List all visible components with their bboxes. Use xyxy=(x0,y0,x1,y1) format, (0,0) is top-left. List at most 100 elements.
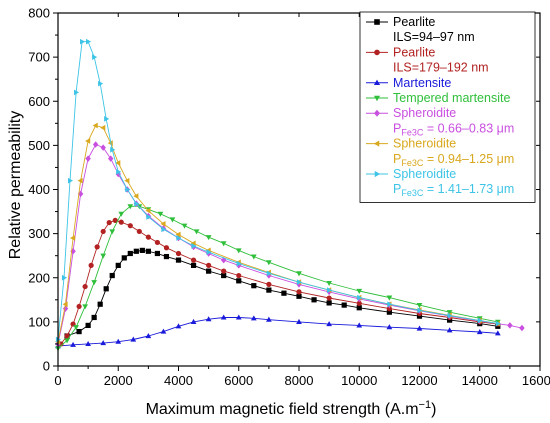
data-point xyxy=(134,200,140,207)
data-point xyxy=(416,303,423,309)
data-point xyxy=(88,262,94,268)
data-point xyxy=(125,186,131,193)
data-point xyxy=(127,204,134,210)
data-point xyxy=(82,304,88,310)
data-point xyxy=(175,323,182,329)
data-point xyxy=(495,320,501,327)
data-point xyxy=(206,249,212,256)
data-point xyxy=(139,247,145,253)
data-point xyxy=(100,253,107,259)
data-point xyxy=(447,317,453,323)
y-tick-label: 800 xyxy=(28,6,50,21)
data-point xyxy=(85,340,91,347)
data-point xyxy=(356,288,363,294)
data-point xyxy=(91,280,98,286)
legend-sublabel: PFe3C = 0.66–0.83 μm xyxy=(393,121,514,137)
data-point xyxy=(115,170,121,178)
data-point xyxy=(193,229,200,235)
data-point xyxy=(296,293,302,299)
y-tick-label: 500 xyxy=(28,138,50,153)
data-point xyxy=(206,268,212,274)
series-7 xyxy=(55,38,501,343)
data-point xyxy=(416,325,423,331)
data-point xyxy=(116,168,122,175)
x-tick-label: 6000 xyxy=(224,373,253,388)
data-point xyxy=(109,272,115,279)
data-point xyxy=(160,221,166,227)
data-point xyxy=(115,262,121,268)
y-axis-label: Relative permeability xyxy=(7,111,24,260)
data-point xyxy=(107,155,114,162)
series-4 xyxy=(55,204,501,352)
data-point xyxy=(220,241,227,247)
data-point xyxy=(236,278,242,284)
data-point xyxy=(326,321,332,327)
data-point xyxy=(250,254,257,260)
x-tick-label: 8000 xyxy=(285,373,314,388)
data-point xyxy=(85,138,91,144)
data-point xyxy=(67,177,74,184)
data-point xyxy=(235,314,242,320)
data-point xyxy=(157,211,164,217)
data-point xyxy=(106,219,112,226)
data-point xyxy=(91,314,97,321)
data-point xyxy=(136,228,142,235)
data-point xyxy=(296,289,302,295)
data-point xyxy=(76,303,82,310)
data-point xyxy=(250,315,257,321)
data-point xyxy=(296,318,302,324)
legend-label: Martensite xyxy=(393,76,451,90)
data-point xyxy=(110,146,116,153)
legend-label: Pearlite xyxy=(393,15,435,29)
legend-sublabel: PFe3C = 0.94–1.25 μm xyxy=(393,152,514,168)
legend-label: Pearlite xyxy=(393,45,435,59)
data-point xyxy=(387,301,393,308)
data-point xyxy=(176,235,182,241)
data-point xyxy=(115,338,122,344)
data-point xyxy=(127,223,133,229)
x-tick-label: 12000 xyxy=(401,373,437,388)
legend-label: Spheroidite xyxy=(393,167,456,181)
y-tick-label: 400 xyxy=(28,182,50,197)
x-axis-label-main: Maximum magnetic field strength (A.m xyxy=(146,401,419,418)
data-point xyxy=(145,333,152,339)
series-2 xyxy=(58,217,501,347)
data-point xyxy=(154,239,161,246)
data-point xyxy=(76,328,82,335)
data-point xyxy=(416,313,423,319)
data-point xyxy=(73,89,80,96)
data-point xyxy=(62,301,68,308)
data-point xyxy=(191,243,197,249)
data-point xyxy=(94,244,100,250)
data-point xyxy=(477,317,483,324)
data-point xyxy=(86,38,92,45)
series-layer xyxy=(55,38,525,352)
data-point xyxy=(190,262,197,268)
data-point xyxy=(121,255,127,261)
data-point xyxy=(160,328,167,334)
data-point xyxy=(77,190,84,198)
data-point xyxy=(356,305,362,311)
data-point xyxy=(519,324,525,332)
data-point xyxy=(386,295,393,301)
data-point xyxy=(417,307,423,314)
data-point xyxy=(64,338,70,344)
data-point xyxy=(98,80,104,87)
data-point xyxy=(266,316,272,322)
data-point xyxy=(92,122,98,129)
legend-label: Spheroidite xyxy=(393,106,456,120)
data-point xyxy=(61,274,68,281)
y-tick-label: 600 xyxy=(28,94,50,109)
data-point xyxy=(220,314,227,320)
data-point xyxy=(296,279,302,286)
data-point xyxy=(356,300,362,306)
data-point xyxy=(357,294,363,301)
data-point xyxy=(124,177,130,184)
data-point xyxy=(236,260,242,267)
legend-marker xyxy=(374,109,380,117)
data-point xyxy=(494,330,501,336)
data-point xyxy=(115,160,121,166)
